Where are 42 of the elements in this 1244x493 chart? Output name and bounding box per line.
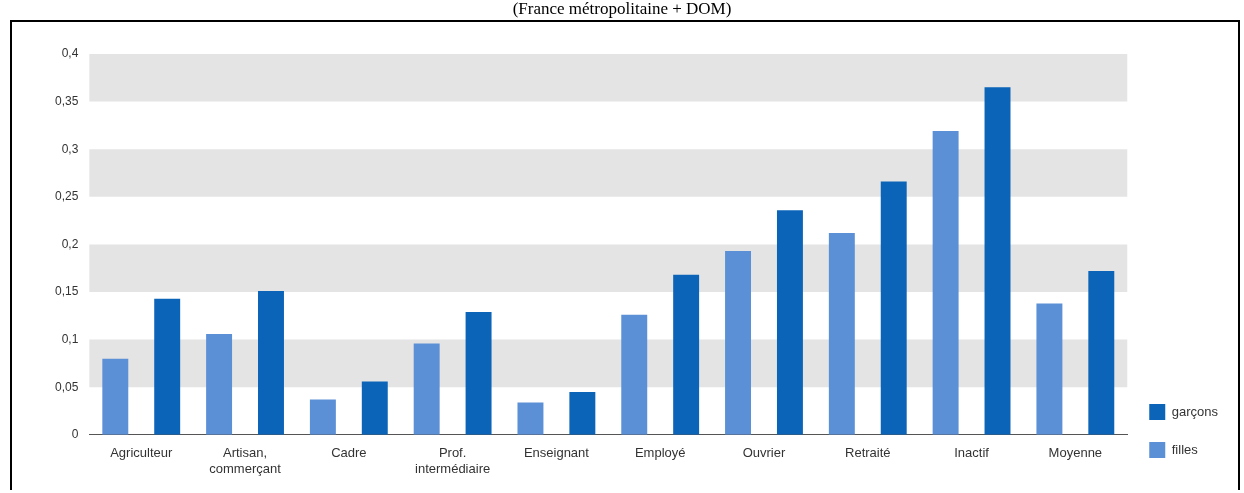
bar xyxy=(1036,303,1063,435)
x-tick-label: Agriculteur xyxy=(110,445,173,461)
bar xyxy=(880,181,907,435)
bar xyxy=(1088,271,1115,435)
x-tick-label: Employé xyxy=(634,445,686,461)
bar xyxy=(828,232,855,435)
y-tick-label: 0,05 xyxy=(55,379,79,394)
chart-subtitle: (France métropolitaine + DOM) xyxy=(511,0,733,18)
bar xyxy=(984,87,1011,435)
bar xyxy=(776,210,803,435)
y-tick-label: 0 xyxy=(71,427,79,442)
bar xyxy=(258,291,284,435)
x-tick-label: Cadre xyxy=(331,445,367,461)
x-tick-label: Moyenne xyxy=(1048,445,1103,461)
bar xyxy=(932,131,959,435)
y-tick-label: 0,25 xyxy=(55,189,79,204)
legend-label: garçons xyxy=(1171,403,1219,419)
x-tick-label: Inactif xyxy=(954,445,990,461)
bar xyxy=(154,298,181,435)
legend-label: filles xyxy=(1171,441,1199,457)
y-tick-label: 0,15 xyxy=(55,284,79,299)
y-tick-label: 0,3 xyxy=(61,141,79,156)
y-tick-label: 0,35 xyxy=(55,93,79,108)
x-tick-label: Artisan, commerçant xyxy=(209,445,282,476)
x-tick-label: Retraité xyxy=(845,445,891,461)
bar xyxy=(673,274,700,435)
bar xyxy=(569,391,596,435)
bar xyxy=(361,381,388,435)
bar xyxy=(465,311,492,435)
x-tick-label: Enseignant xyxy=(523,445,590,461)
y-tick-label: 0,4 xyxy=(61,46,79,61)
x-tick-label: Prof. intermédiaire xyxy=(415,445,491,476)
y-tick-label: 0,2 xyxy=(61,236,79,251)
bar xyxy=(413,343,440,435)
y-tick-label: 0,1 xyxy=(61,331,79,346)
bar xyxy=(621,314,648,435)
bar xyxy=(725,251,752,435)
x-tick-label: Ouvrier xyxy=(742,445,786,461)
bar xyxy=(517,402,544,435)
bar xyxy=(206,333,233,435)
bar xyxy=(309,399,336,435)
bar xyxy=(102,358,129,435)
